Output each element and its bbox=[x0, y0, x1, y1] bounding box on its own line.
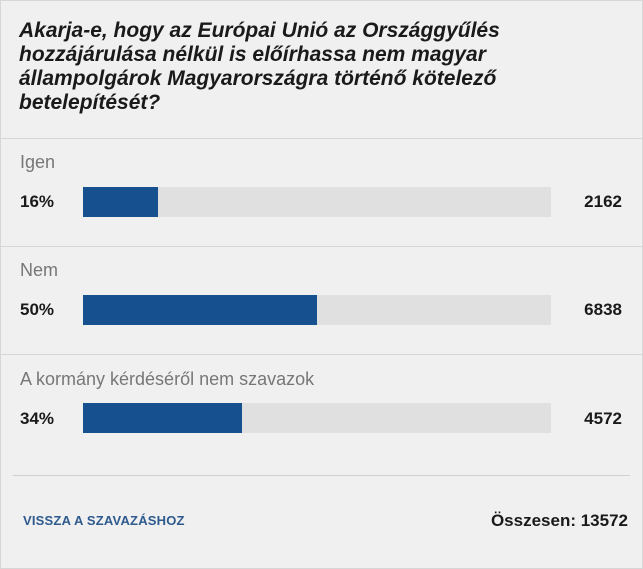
divider bbox=[1, 354, 642, 355]
divider bbox=[1, 138, 642, 139]
option-percent: 50% bbox=[20, 300, 55, 319]
result-bar-fill bbox=[83, 295, 317, 325]
option-label: Nem bbox=[20, 260, 59, 280]
total-votes: Összesen: 13572 bbox=[490, 511, 628, 530]
footer-divider bbox=[13, 475, 630, 476]
option-vote-count: 2162 bbox=[584, 192, 622, 211]
result-bar-fill bbox=[83, 187, 158, 217]
option-percent: 34% bbox=[20, 409, 55, 428]
result-bar-track bbox=[83, 295, 551, 325]
option-vote-count: 4572 bbox=[584, 409, 622, 428]
poll-question: Akarja-e, hogy az Európai Unió az Ország… bbox=[19, 19, 500, 114]
option-vote-count: 6838 bbox=[584, 300, 622, 319]
option-percent: 16% bbox=[20, 192, 55, 211]
result-bar-fill bbox=[83, 403, 243, 433]
result-bar-track bbox=[83, 403, 551, 433]
divider bbox=[1, 246, 642, 247]
option-label: Igen bbox=[20, 152, 56, 172]
back-to-voting-link[interactable]: VISSZA A SZAVAZÁSHOZ bbox=[23, 513, 185, 528]
result-bar-track bbox=[83, 187, 551, 217]
option-label: A kormány kérdéséről nem szavazok bbox=[20, 369, 315, 389]
